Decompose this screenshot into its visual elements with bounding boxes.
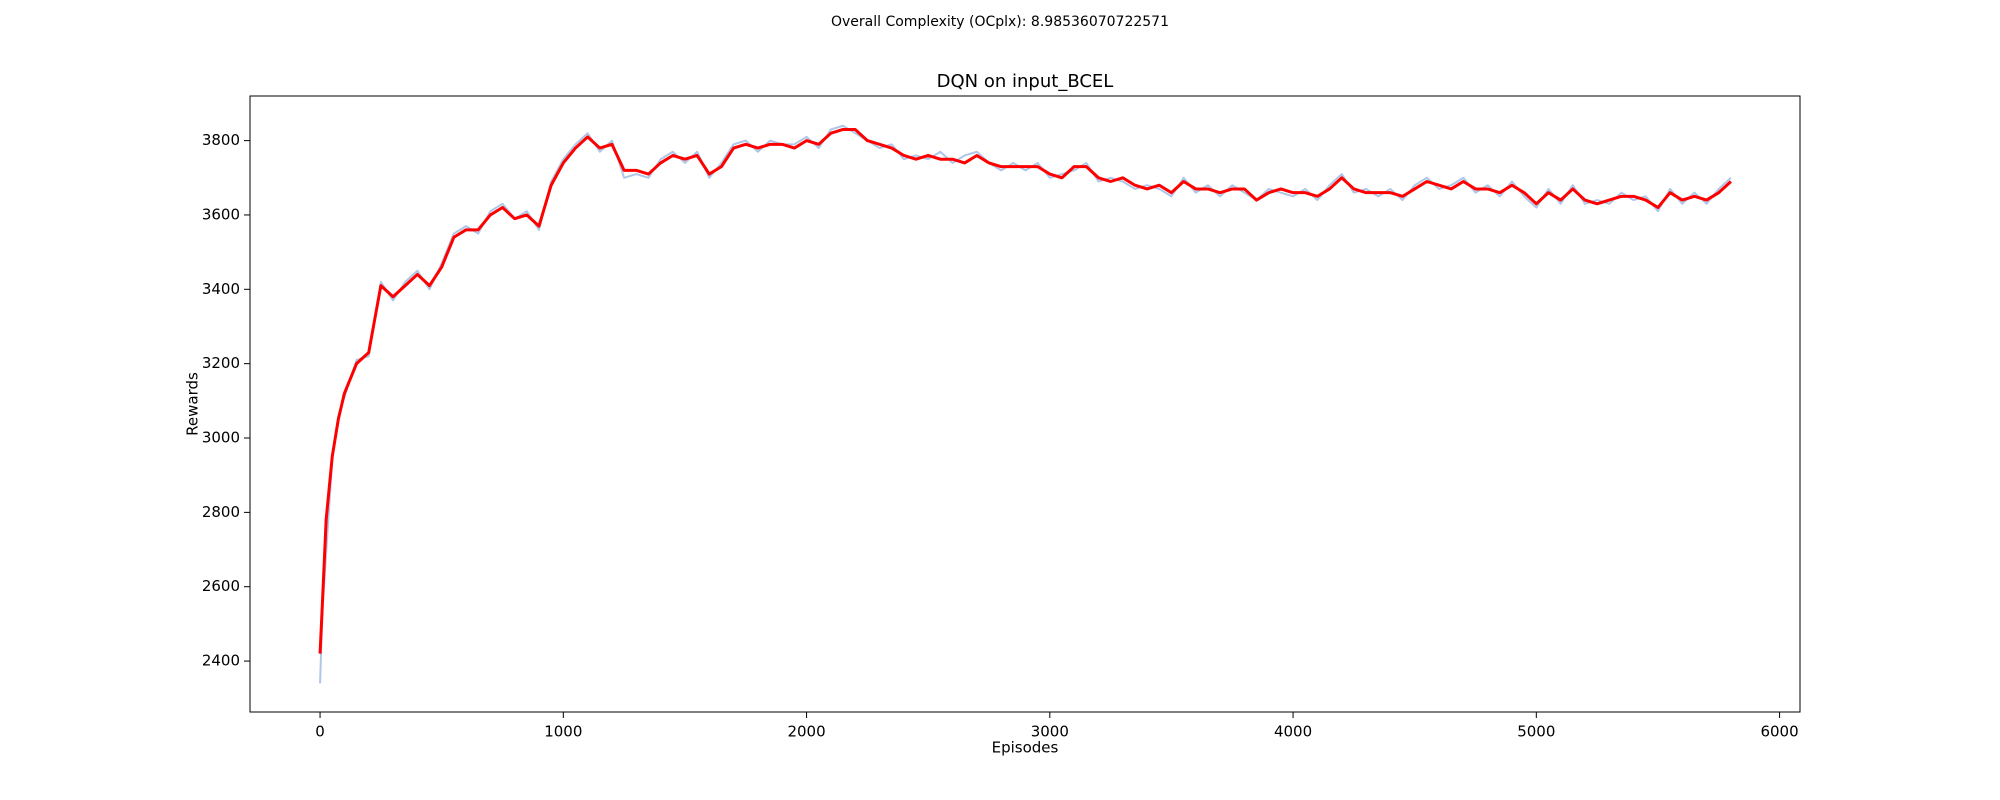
x-tick-label: 6000	[1760, 723, 1798, 741]
x-tick-label: 2000	[787, 723, 825, 741]
suptitle: Overall Complexity (OCplx): 8.9853607072…	[831, 14, 1169, 30]
x-tick-label: 1000	[544, 723, 582, 741]
y-tick-label: 3200	[202, 354, 240, 372]
y-tick-label: 3600	[202, 205, 240, 223]
plot-frame	[249, 95, 1801, 713]
y-axis-label: Rewards	[184, 372, 202, 436]
y-tick-label: 3000	[202, 429, 240, 447]
y-tick-label: 2400	[202, 652, 240, 670]
y-tick-label: 3800	[202, 131, 240, 149]
x-tick-label: 5000	[1517, 723, 1555, 741]
x-axis-label: Episodes	[992, 739, 1059, 757]
y-tick-label: 2800	[202, 503, 240, 521]
x-tick-label: 4000	[1274, 723, 1312, 741]
y-tick-label: 3400	[202, 280, 240, 298]
series-line	[318, 127, 1732, 654]
x-tick-label: 3000	[1031, 723, 1069, 741]
y-tick-label: 2600	[202, 577, 240, 595]
chart-title: DQN on input_BCEL	[937, 71, 1114, 92]
x-tick-label: 0	[315, 723, 325, 741]
